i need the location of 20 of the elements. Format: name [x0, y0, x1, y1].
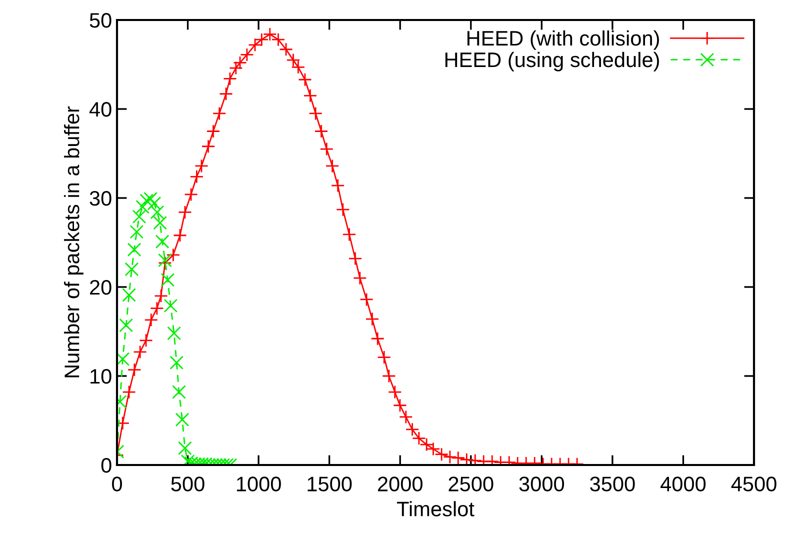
y-tick-label: 30	[90, 191, 112, 206]
legend-label: HEED (with collision)	[467, 30, 659, 50]
y-tick-label: 0	[101, 458, 112, 473]
x-tick-label: 0	[112, 476, 122, 492]
y-axis-title: Number of packets in a buffer	[64, 106, 84, 378]
x-axis-title: Timeslot	[397, 501, 474, 516]
y-tick-label: 10	[90, 369, 112, 384]
x-tick-label: 2500	[448, 476, 494, 492]
x-tick-label: 2000	[378, 476, 422, 492]
x-tick-label: 1500	[308, 476, 352, 492]
x-tick-label: 500	[171, 476, 204, 492]
x-tick-label: 3500	[590, 476, 635, 492]
x-tick-label: 4000	[660, 476, 706, 492]
legend-label: HEED (using schedule)	[445, 52, 659, 72]
x-tick-label: 3000	[519, 476, 564, 492]
y-tick-label: 40	[89, 102, 112, 117]
y-tick-label: 20	[90, 280, 112, 295]
x-tick-label: 4500	[731, 476, 776, 492]
y-tick-label: 50	[90, 13, 112, 28]
x-tick-label: 1000	[236, 476, 281, 492]
